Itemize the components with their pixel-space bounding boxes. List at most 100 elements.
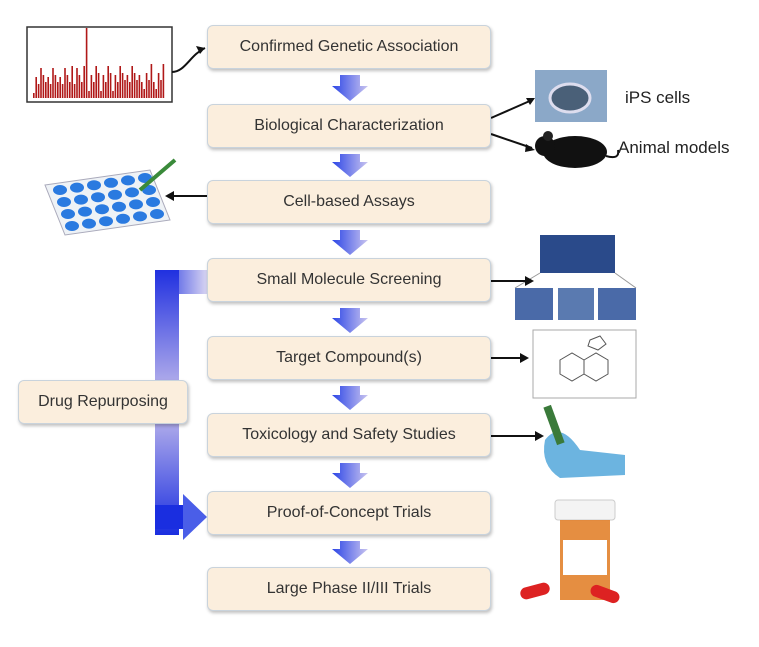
plot-bar [138,75,141,98]
plot-bar [105,82,107,98]
plot-bar [153,82,155,98]
well [95,204,109,215]
plot-bar [141,82,143,98]
plot-bar [73,84,76,98]
plot-bar [155,89,157,98]
plot-bar [81,82,83,98]
plot-bar [47,77,49,98]
plot-bar [157,73,160,98]
well [53,185,67,195]
plot-bar [95,66,97,98]
well [125,187,139,198]
well [91,192,105,203]
down-arrow [332,230,368,255]
plot-bar [64,68,66,98]
plot-bar [129,82,131,98]
plot-bar [107,66,109,98]
well [74,194,88,205]
plot-bar [148,80,150,98]
down-arrow [332,75,368,101]
plot-bar [57,82,59,98]
step-box-4: Small Molecule Screening [207,258,491,302]
plot-bar [150,64,153,98]
plot-bar [162,64,165,98]
plot-bar [114,75,117,98]
plot-bar [126,75,129,98]
microarray-image [514,235,637,320]
down-arrow [332,308,368,333]
plot-bar [145,73,148,98]
plot-bar [121,73,124,98]
plot-bar [83,66,85,98]
flow-arrows [332,75,368,564]
step-box-7: Proof-of-Concept Trials [207,491,491,535]
plot-bar [100,91,102,98]
plot-bar [102,75,105,98]
plot-bar [33,93,35,98]
animal-models-label: Animal models [618,138,730,157]
step-box-2: Biological Characterization [207,104,491,148]
well [112,201,126,212]
manhattan-plot-image [26,26,173,103]
plot-bar [88,91,90,98]
pill-bottle-image [520,499,620,604]
plot-bar [85,28,88,98]
plot-bar [119,66,121,98]
step-box-5: Target Compound(s) [207,336,491,380]
down-arrow [332,154,368,177]
gloved-hand-image [543,404,625,478]
down-arrow [332,463,368,488]
plot-bar [131,66,133,98]
mouse-image [535,131,620,168]
well [99,216,113,227]
well [104,177,118,188]
plot-bar [69,82,71,98]
plot-bar [52,68,54,98]
plot-bar [136,80,138,98]
plot-bar [133,73,136,98]
well [61,209,75,219]
step-box-6: Toxicology and Safety Studies [207,413,491,457]
plot-bar [66,75,69,98]
plot-bar [54,75,57,98]
plot-bar [124,80,126,98]
plot-bar [37,84,40,98]
well [108,189,122,200]
well [129,199,143,210]
well [82,218,96,229]
plot-bar [97,73,100,98]
plot-bar [90,75,93,98]
connector-arrow [490,99,533,119]
step-box-1: Confirmed Genetic Association [207,25,491,69]
plot-bar [76,68,78,98]
well [150,209,164,219]
plot-bar [71,66,73,98]
well [78,206,92,217]
step-box-8: Large Phase II/III Trials [207,567,491,611]
plot-bar [61,84,64,98]
well [133,211,147,222]
plot-bar [78,75,81,98]
well [65,221,79,231]
plot-bar [59,77,61,98]
plot-bar [49,84,52,98]
chemical-structure-image [532,329,637,399]
drug-repurposing-box: Drug Repurposing [18,380,188,424]
plot-bar [93,82,95,98]
ips-cells-image [535,70,607,122]
well [70,182,84,193]
well [87,180,101,191]
plot-bar [112,91,114,98]
plot-bar [160,80,162,98]
down-arrow [332,541,368,564]
well [57,197,71,207]
well [121,175,135,186]
well [146,197,160,207]
plot-bar [117,82,119,98]
plot-bar [42,75,45,98]
connector-arrow [490,133,533,149]
plot-bar [45,82,47,98]
plot-bar [35,77,37,98]
plot-bar [109,73,112,98]
well-plate-image [44,158,177,236]
